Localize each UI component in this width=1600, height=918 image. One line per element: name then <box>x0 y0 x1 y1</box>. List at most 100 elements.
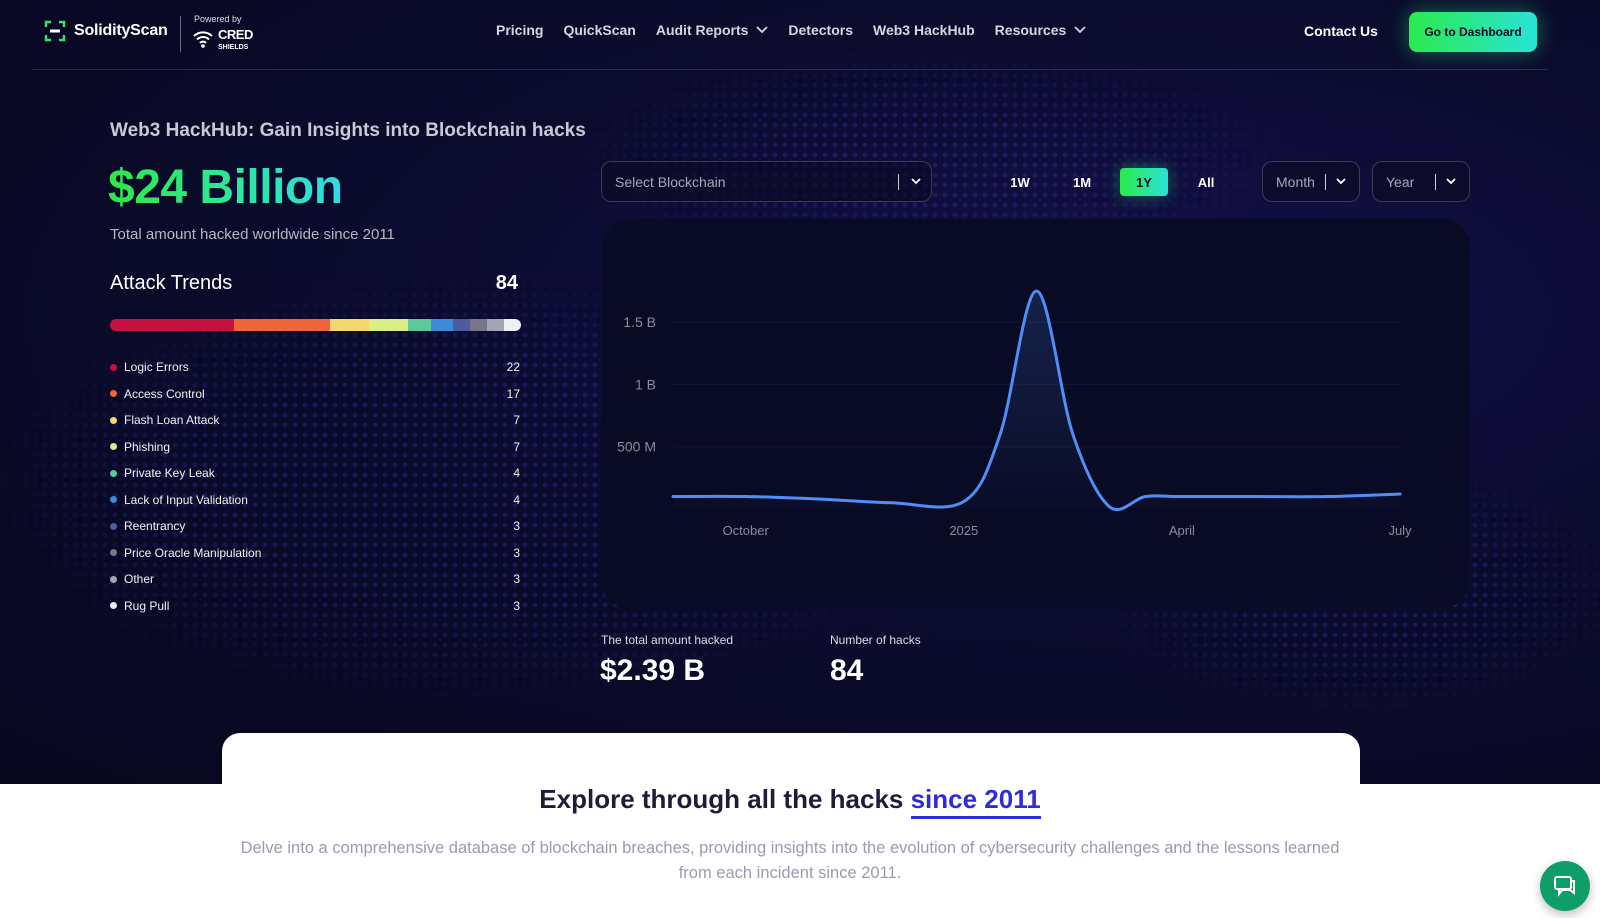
trend-label: Phishing <box>124 439 171 454</box>
trend-bar-segment <box>453 319 471 331</box>
total-hacked-amount: $24 Billion <box>108 161 343 214</box>
trend-value: 3 <box>513 572 520 586</box>
go-to-dashboard-button[interactable]: Go to Dashboard <box>1409 12 1537 52</box>
range-all-button[interactable]: All <box>1197 174 1215 190</box>
explore-card <box>222 733 1360 793</box>
chevron-down-icon <box>1446 178 1456 185</box>
y-tick-label: 1 B <box>635 376 656 392</box>
nav-detectors-label: Detectors <box>788 22 853 38</box>
nav-web3-hackhub[interactable]: Web3 HackHub <box>873 22 975 38</box>
trend-value: 3 <box>513 545 520 560</box>
trend-value: 17 <box>506 386 520 401</box>
explore-title-text: Explore through all the hacks <box>539 784 904 814</box>
trend-row: Other 3 <box>110 566 520 593</box>
trend-label: Lack of Input Validation <box>124 492 248 507</box>
trend-bar-segment <box>504 319 521 331</box>
trend-value: 4 <box>513 492 520 507</box>
trend-bar-segment <box>430 319 454 331</box>
year-select[interactable]: Year <box>1372 161 1470 202</box>
nav-audit-reports[interactable]: Audit Reports <box>656 22 769 38</box>
y-tick-label: 1.5 B <box>623 314 656 330</box>
x-tick-label: April <box>1169 523 1195 538</box>
chevron-down-icon <box>1074 26 1086 34</box>
nav-pricing[interactable]: Pricing <box>496 22 543 38</box>
trend-dot <box>110 390 117 398</box>
range-1y-button[interactable]: 1Y <box>1120 168 1168 196</box>
trend-bar-segment <box>233 319 330 331</box>
nav-detectors[interactable]: Detectors <box>788 22 853 38</box>
explore-description: Delve into a comprehensive database of b… <box>240 839 1340 882</box>
nav-quickscan-label: QuickScan <box>563 22 636 38</box>
powered-by: Powered by CRED SHIELDS <box>192 14 253 52</box>
total-hacked-caption: Total amount hacked worldwide since 2011 <box>110 226 395 243</box>
trend-value: 4 <box>513 466 520 480</box>
trend-dot <box>110 416 117 424</box>
trend-value: 3 <box>513 598 520 613</box>
select-blockchain-dropdown[interactable]: Select Blockchain <box>601 161 932 202</box>
trend-dot <box>110 549 117 557</box>
trend-bar-segment <box>329 319 369 331</box>
trend-row: Reentrancy 3 <box>110 513 520 540</box>
number-of-hacks-label: Number of hacks <box>830 633 921 647</box>
chat-button[interactable] <box>1540 861 1590 911</box>
total-amount-label: The total amount hacked <box>601 633 734 647</box>
trend-label: Private Key Leak <box>124 466 215 481</box>
trend-label: Logic Errors <box>124 360 189 375</box>
explore-title-accent: since 2011 <box>910 784 1041 819</box>
chevron-down-icon <box>756 26 769 34</box>
select-separator <box>1325 174 1326 190</box>
trend-value: 3 <box>513 519 520 533</box>
chevron-down-icon <box>911 178 921 185</box>
nav-web3-hackhub-label: Web3 HackHub <box>873 22 975 38</box>
select-blockchain-placeholder: Select Blockchain <box>615 173 726 190</box>
attack-trends-bar <box>110 319 521 331</box>
trend-label: Access Control <box>124 386 205 401</box>
logo-divider <box>180 16 181 52</box>
trend-bar-segment <box>408 319 431 331</box>
trend-dot <box>110 443 117 451</box>
credshields-sub: SHIELDS <box>218 44 249 51</box>
chart-area-fill <box>673 291 1400 510</box>
attack-trends-list: Logic Errors 22 Access Control 17 Flash Loan… <box>110 354 520 619</box>
nav-resources[interactable]: Resources <box>995 22 1087 38</box>
x-tick-label: October <box>723 523 770 538</box>
nav-quickscan[interactable]: QuickScan <box>563 22 635 38</box>
period-select[interactable]: Month <box>1262 161 1360 202</box>
wifi-shield-icon <box>193 31 213 48</box>
hero-section: SolidityScan Powered by CRED SHIELDS Pri… <box>0 0 1600 784</box>
range-1m-button[interactable]: 1M <box>1072 174 1092 190</box>
chart-series-line <box>671 289 1402 512</box>
trend-bar-segment <box>110 319 234 331</box>
trend-dot <box>110 469 117 477</box>
trend-value: 7 <box>513 439 520 454</box>
trend-label: Reentrancy <box>124 519 186 534</box>
trend-label: Rug Pull <box>124 598 170 613</box>
trend-row: Flash Loan Attack 7 <box>110 407 520 434</box>
trend-row: Phishing 7 <box>110 434 520 461</box>
logo-text: SolidityScan <box>74 22 168 39</box>
trend-value: 22 <box>506 360 520 374</box>
period-select-value: Month <box>1276 173 1315 190</box>
trend-row: Lack of Input Validation 4 <box>110 487 520 514</box>
contact-us-link[interactable]: Contact Us <box>1304 23 1378 39</box>
trend-dot <box>110 363 117 371</box>
nav-pricing-label: Pricing <box>496 22 544 38</box>
trend-dot <box>110 522 117 530</box>
hacks-chart: 500 M 1 B 1.5 B October 2025 April July <box>617 289 1412 538</box>
year-select-value: Year <box>1386 173 1415 190</box>
powered-by-label: Powered by <box>194 14 242 24</box>
chevron-down-icon <box>1336 178 1346 185</box>
trend-dot <box>110 602 117 610</box>
logo[interactable]: SolidityScan <box>44 20 168 42</box>
trend-bar-segment <box>487 319 505 331</box>
trend-row: Logic Errors 22 <box>110 354 520 381</box>
range-1w-button[interactable]: 1W <box>1010 174 1030 190</box>
top-navbar: SolidityScan Powered by CRED SHIELDS Pri… <box>32 0 1548 70</box>
trend-row: Private Key Leak 4 <box>110 460 520 487</box>
time-range-tabs: 1W 1M 1Y All <box>996 168 1244 196</box>
trend-label: Price Oracle Manipulation <box>124 545 262 560</box>
trend-row: Rug Pull 3 <box>110 593 520 620</box>
nav-menu: Pricing QuickScan Audit Reports Detector… <box>496 22 1106 38</box>
x-tick-label: 2025 <box>949 523 978 538</box>
credshields-name: CRED <box>218 27 253 42</box>
